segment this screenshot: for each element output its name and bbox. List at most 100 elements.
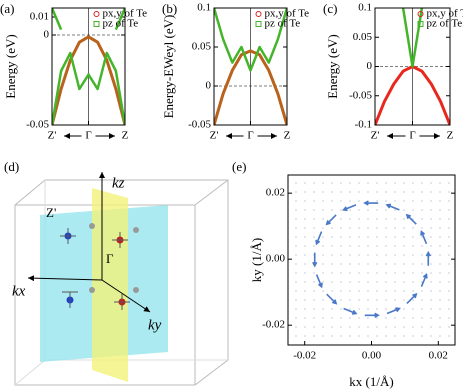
field-dot	[349, 281, 351, 283]
field-dot	[439, 236, 441, 238]
x-tick-label: Z'	[48, 130, 57, 142]
field-dot	[394, 191, 396, 193]
legend-marker	[255, 21, 262, 27]
y-tick-label: 0	[44, 29, 50, 41]
field-dot	[412, 209, 414, 211]
field-dot	[412, 272, 414, 274]
panel-label: (e)	[232, 159, 246, 174]
y-tick-label: 0.02	[266, 187, 285, 199]
field-dot	[340, 245, 342, 247]
x-axis-label: kx (1/Å)	[349, 374, 393, 389]
field-dot	[412, 308, 414, 310]
field-dot	[340, 191, 342, 193]
field-dot	[385, 245, 387, 247]
field-dot	[349, 254, 351, 256]
field-dot	[448, 326, 450, 328]
y-tick-label: -0.05	[349, 89, 372, 101]
field-dot	[322, 317, 324, 319]
x-tick-label: Z	[447, 130, 454, 142]
field-dot	[385, 299, 387, 301]
field-dot	[385, 254, 387, 256]
field-dot	[313, 272, 315, 274]
field-dot	[295, 299, 297, 301]
field-dot	[412, 254, 414, 256]
field-dot	[295, 200, 297, 202]
field-dot	[367, 290, 369, 292]
field-dot	[430, 272, 432, 274]
field-dot	[430, 326, 432, 328]
field-dot	[448, 317, 450, 319]
field-dot	[295, 182, 297, 184]
spin-arrow	[326, 293, 338, 305]
field-dot	[295, 227, 297, 229]
field-dot	[304, 200, 306, 202]
field-dot	[358, 218, 360, 220]
chart: (c) Energy (eV) 0.1 0.05 0 -0.05 -0.1Z' Γ Zpx,y …	[323, 1, 463, 142]
field-dot	[448, 227, 450, 229]
gamma-label: Γ	[106, 251, 114, 266]
plot-frame	[374, 7, 451, 126]
field-dot	[448, 290, 450, 292]
field-dot	[385, 191, 387, 193]
field-dot	[430, 218, 432, 220]
field-dot	[304, 227, 306, 229]
field-dot	[421, 326, 423, 328]
field-dot	[439, 263, 441, 265]
field-dot	[439, 290, 441, 292]
field-dot	[331, 182, 333, 184]
field-dot	[430, 290, 432, 292]
field-dot	[295, 263, 297, 265]
field-dot	[322, 227, 324, 229]
kx-axis	[27, 275, 103, 282]
field-dot	[421, 290, 423, 292]
field-dot	[295, 326, 297, 328]
field-dot	[322, 299, 324, 301]
field-dot	[331, 281, 333, 283]
field-dot	[412, 290, 414, 292]
field-dot	[367, 317, 369, 319]
legend-marker	[93, 11, 100, 17]
band	[214, 49, 287, 125]
z-prime-label: Z'	[46, 205, 56, 220]
field-dot	[421, 263, 423, 265]
field-dot	[385, 272, 387, 274]
field-dot	[313, 209, 315, 211]
field-dot	[394, 335, 396, 337]
field-dot	[340, 218, 342, 220]
field-dot	[331, 227, 333, 229]
field-dot	[385, 236, 387, 238]
panel-label: (c)	[323, 1, 337, 16]
field-dot	[313, 326, 315, 328]
y-tick-label: -0.05	[26, 119, 49, 131]
field-dot	[340, 299, 342, 301]
field-dot	[358, 209, 360, 211]
field-dot	[313, 317, 315, 319]
field-dot	[439, 326, 441, 328]
field-dot	[439, 317, 441, 319]
field-dot	[313, 299, 315, 301]
field-dot	[304, 254, 306, 256]
field-dot	[376, 263, 378, 265]
field-dot	[322, 290, 324, 292]
spin-arrow	[315, 231, 323, 246]
field-dot	[358, 245, 360, 247]
field-dot	[394, 317, 396, 319]
field-dot	[367, 245, 369, 247]
field-dot	[385, 218, 387, 220]
field-dot	[394, 209, 396, 211]
field-dot	[349, 272, 351, 274]
field-dot	[349, 290, 351, 292]
field-dot	[385, 308, 387, 310]
y-tick-label: 0.00	[266, 253, 286, 265]
y-tick-label: 0	[206, 80, 212, 92]
field-dot	[403, 281, 405, 283]
field-dot	[403, 263, 405, 265]
field-dot	[421, 254, 423, 256]
field-dot	[349, 299, 351, 301]
y-tick-label: 0.05	[353, 31, 373, 43]
y-tick-label: 0.1	[358, 2, 372, 14]
field-dot	[376, 245, 378, 247]
field-dot	[322, 308, 324, 310]
spin-arrow	[386, 307, 401, 315]
field-dot	[304, 290, 306, 292]
